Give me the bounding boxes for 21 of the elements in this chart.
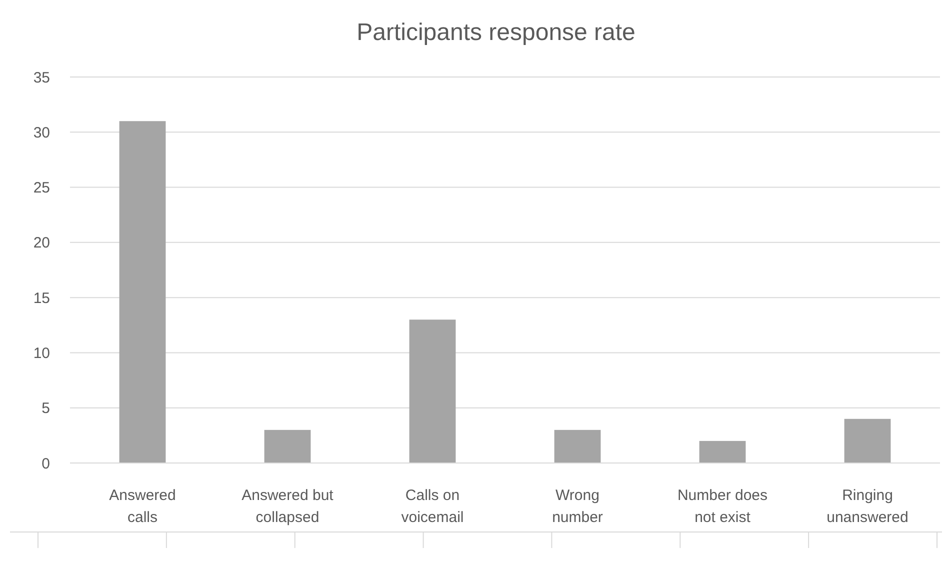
y-tick-label: 35 — [33, 69, 50, 86]
bar — [409, 320, 456, 463]
x-tick-label: Wrong number — [552, 487, 603, 526]
x-tick-label: Ringing unanswered — [826, 487, 908, 526]
y-tick-label: 0 — [42, 455, 50, 472]
y-tick-label: 5 — [42, 400, 50, 418]
y-tick-label: 10 — [33, 344, 50, 362]
y-tick-label: 15 — [33, 290, 50, 307]
y-tick-label: 20 — [33, 234, 50, 252]
x-tick-label: Number does not exist — [677, 487, 768, 526]
bar — [844, 418, 891, 463]
y-tick-label: 30 — [33, 124, 50, 142]
x-tick-label: Calls on voicemail — [401, 487, 464, 526]
x-tick-label: Answered but collapsed — [242, 487, 334, 526]
x-tick-label: Answered calls — [109, 487, 176, 526]
bar — [699, 440, 746, 463]
y-tick-label: 25 — [33, 180, 50, 197]
bar — [119, 121, 166, 463]
bar — [554, 430, 601, 463]
bar — [264, 430, 311, 463]
chart-title: Participants response rate — [356, 19, 636, 46]
